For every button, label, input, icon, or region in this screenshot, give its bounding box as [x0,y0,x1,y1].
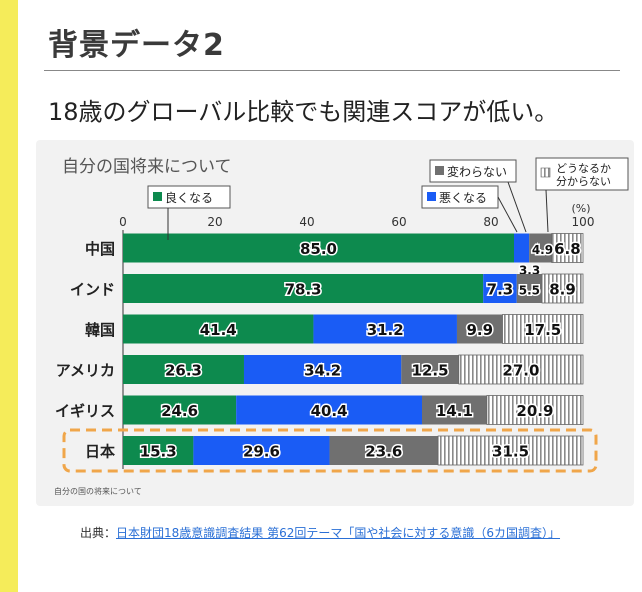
legend-change-swatch [435,166,444,175]
bar-segment [551,233,584,263]
legend-unknown-leader [545,189,549,233]
x-tick-label: 60 [391,215,406,229]
bar-segment [123,274,484,303]
legend-bad-swatch [427,192,436,201]
source-prefix: 出典： [80,526,117,540]
category-label: アメリカ [56,362,115,380]
legend-change-label: 変わらない [447,164,507,179]
data-label: 85.0 [300,240,337,258]
category-label: 日本 [85,443,115,461]
data-label: 24.6 [161,402,198,420]
bar-segment [123,395,237,425]
bar-segment [123,314,314,344]
category-label: 中国 [85,240,115,258]
data-label: 27.0 [502,362,539,380]
bar-segment [456,314,503,344]
bar-segment [401,355,459,384]
bar-segment [437,435,584,466]
bar-segment [243,355,402,384]
data-label: 12.5 [412,362,449,380]
bar-segment [123,355,244,384]
legend-bad-leader [497,196,518,233]
bar-segment [193,436,330,465]
data-label: 23.6 [365,443,402,461]
bar-segment [502,314,584,344]
chart-title: 自分の国将来について [62,157,232,177]
data-label: 31.2 [367,321,404,339]
data-label: 4.9 [532,243,553,257]
legend-bad-label: 悪くなる [439,191,487,205]
x-tick-label: 80 [483,215,498,229]
highlight-box [62,428,598,473]
bar-segment [516,274,543,303]
bar-segment [329,436,439,465]
legend-good-swatch [153,192,162,201]
category-label: 韓国 [85,321,115,339]
legend-change-leader [507,181,527,233]
data-label: 9.9 [466,321,493,339]
bar-segment [541,273,584,304]
bar-segment [123,436,194,465]
page-subtitle: 18歳のグローバル比較でも関連スコアが低い。 [48,98,559,126]
category-label: イギリス [55,402,115,420]
x-tick-label: 40 [299,215,314,229]
chart-card: 自分の国将来について 0 20 40 60 80 100 (%) 中国 85.0 3.3 4.9 6.8… [36,140,634,506]
x-tick-label: 20 [207,215,222,229]
bar-segment [123,233,514,263]
data-label: 41.4 [200,321,237,339]
bar-segment [486,395,584,425]
data-label: 31.5 [492,443,529,461]
bar-segment [514,233,530,263]
bar-segment [313,314,457,344]
data-label: 26.3 [165,362,202,380]
source-link[interactable]: 日本財団18歳意識調査結果 第62回テーマ「国や社会に対する意識（6カ国調査）」 [116,526,561,540]
page-title: 背景データ2 [48,28,225,63]
data-label: 14.1 [436,402,473,420]
title-divider [44,70,620,71]
data-label: 20.9 [516,402,553,420]
bar-segment [236,395,422,425]
data-label: 5.5 [519,284,540,298]
data-label: 6.8 [554,240,581,258]
unit-label: (%) [571,202,590,215]
bar-segment [422,395,487,425]
accent-bar [0,0,18,592]
legend-unknown-box [535,157,629,191]
data-label: 78.3 [285,281,322,299]
legend-unknown-swatch [540,167,551,178]
data-label: 15.3 [140,443,177,461]
data-label: 8.9 [549,281,576,299]
legend-good-label: 良くなる [165,190,213,205]
x-tick-label: 100 [572,215,595,229]
data-label: 34.2 [304,362,341,380]
legend-unknown-label-line1: どうなるか [556,162,611,175]
data-label: 29.6 [243,443,280,461]
data-label: 17.5 [524,321,561,339]
source-citation: 出典：日本財団18歳意識調査結果 第62回テーマ「国や社会に対する意識（6カ国調… [80,524,560,541]
chart-footnote: 自分の国の将来について [54,486,142,496]
legend-change-box [429,159,517,183]
category-label: インド [70,281,115,299]
x-tick-label: 0 [119,215,127,229]
bar-segment [458,354,584,385]
data-label: 7.3 [487,281,514,299]
bar-segment [529,233,552,263]
legend-good-box [147,185,231,209]
bar-segment [483,274,517,303]
data-label: 40.4 [311,402,348,420]
legend-unknown-label-line2: 分からない [556,175,611,188]
